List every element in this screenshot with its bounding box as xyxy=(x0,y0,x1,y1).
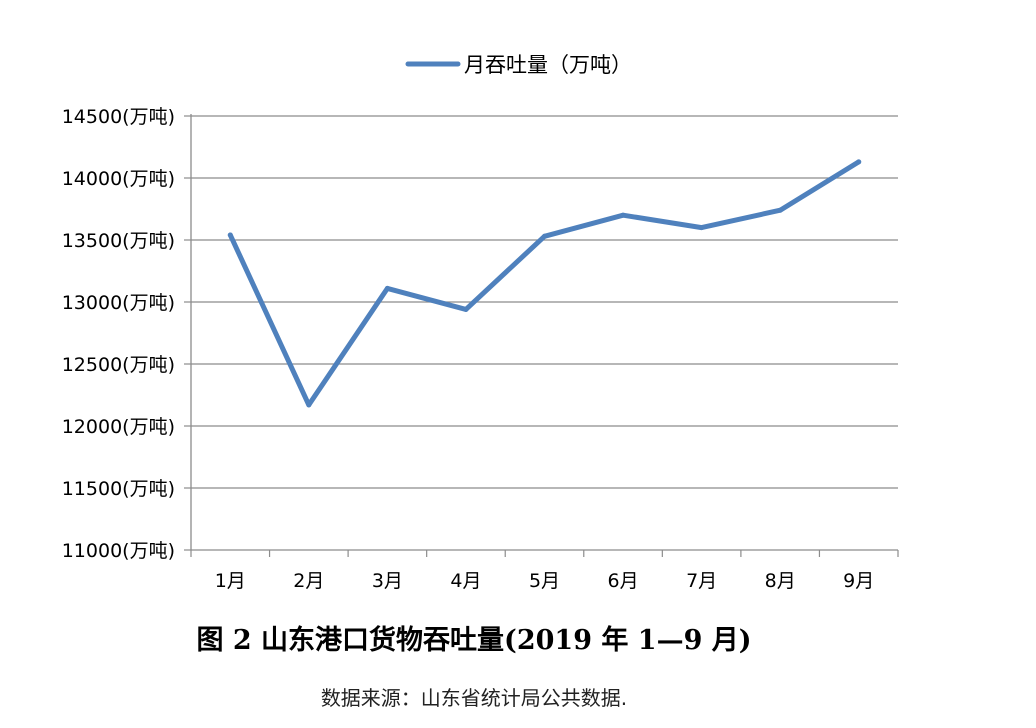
y-tick-label-13000: 13000(万吨) xyxy=(62,292,175,314)
y-tick-label-12500: 12500(万吨) xyxy=(62,354,175,376)
y-tick-label-14000: 14000(万吨) xyxy=(62,168,175,190)
data-point-8 xyxy=(777,207,783,213)
y-gridlines xyxy=(191,115,898,489)
x-tick-label-5: 5月 xyxy=(529,570,560,592)
data-point-5 xyxy=(542,233,547,239)
data-point-4 xyxy=(463,306,469,312)
data-source-note: 数据来源：山东省统计局公共数据. xyxy=(320,686,628,710)
data-point-6 xyxy=(620,212,626,218)
figure-caption: 图 2 山东港口货物吞吐量(2019 年 1—9 月) xyxy=(196,625,752,656)
series-line-monthly-throughput xyxy=(227,159,862,408)
x-tick-label-6: 6月 xyxy=(608,570,639,592)
y-tick-label-14500: 14500(万吨) xyxy=(62,106,175,128)
line-chart: 月吞吐量（万吨） 11000(万吨) 11500(万吨) 12000(万吨) 1250… xyxy=(62,53,899,592)
x-tick-label-7: 7月 xyxy=(686,570,717,592)
data-point-7 xyxy=(699,225,705,231)
data-point-3 xyxy=(384,285,390,291)
x-tick-label-1: 1月 xyxy=(215,570,246,592)
x-tick-label-8: 8月 xyxy=(765,570,796,592)
y-axis-ticks: 11000(万吨) 11500(万吨) 12000(万吨) 12500(万吨) 1300… xyxy=(62,106,191,562)
series-monthly-throughput xyxy=(227,159,862,408)
x-tick-label-2: 2月 xyxy=(293,570,324,592)
legend: 月吞吐量（万吨） xyxy=(405,53,632,77)
y-tick-label-11500: 11500(万吨) xyxy=(62,478,175,500)
data-point-1 xyxy=(227,232,233,238)
legend-label-monthly-throughput: 月吞吐量（万吨） xyxy=(464,53,632,77)
data-point-2 xyxy=(306,402,312,408)
data-point-9 xyxy=(856,159,862,165)
y-tick-label-13500: 13500(万吨) xyxy=(62,230,175,252)
x-tick-label-9: 9月 xyxy=(843,570,874,592)
x-tick-label-4: 4月 xyxy=(450,570,481,592)
axes xyxy=(190,114,898,551)
y-tick-label-11000: 11000(万吨) xyxy=(62,540,175,562)
x-tick-label-3: 3月 xyxy=(372,570,403,592)
y-tick-label-12000: 12000(万吨) xyxy=(62,416,175,438)
x-axis-ticks: 1月 2月 3月 4月 5月 6月 7月 8月 9月 xyxy=(190,550,899,592)
